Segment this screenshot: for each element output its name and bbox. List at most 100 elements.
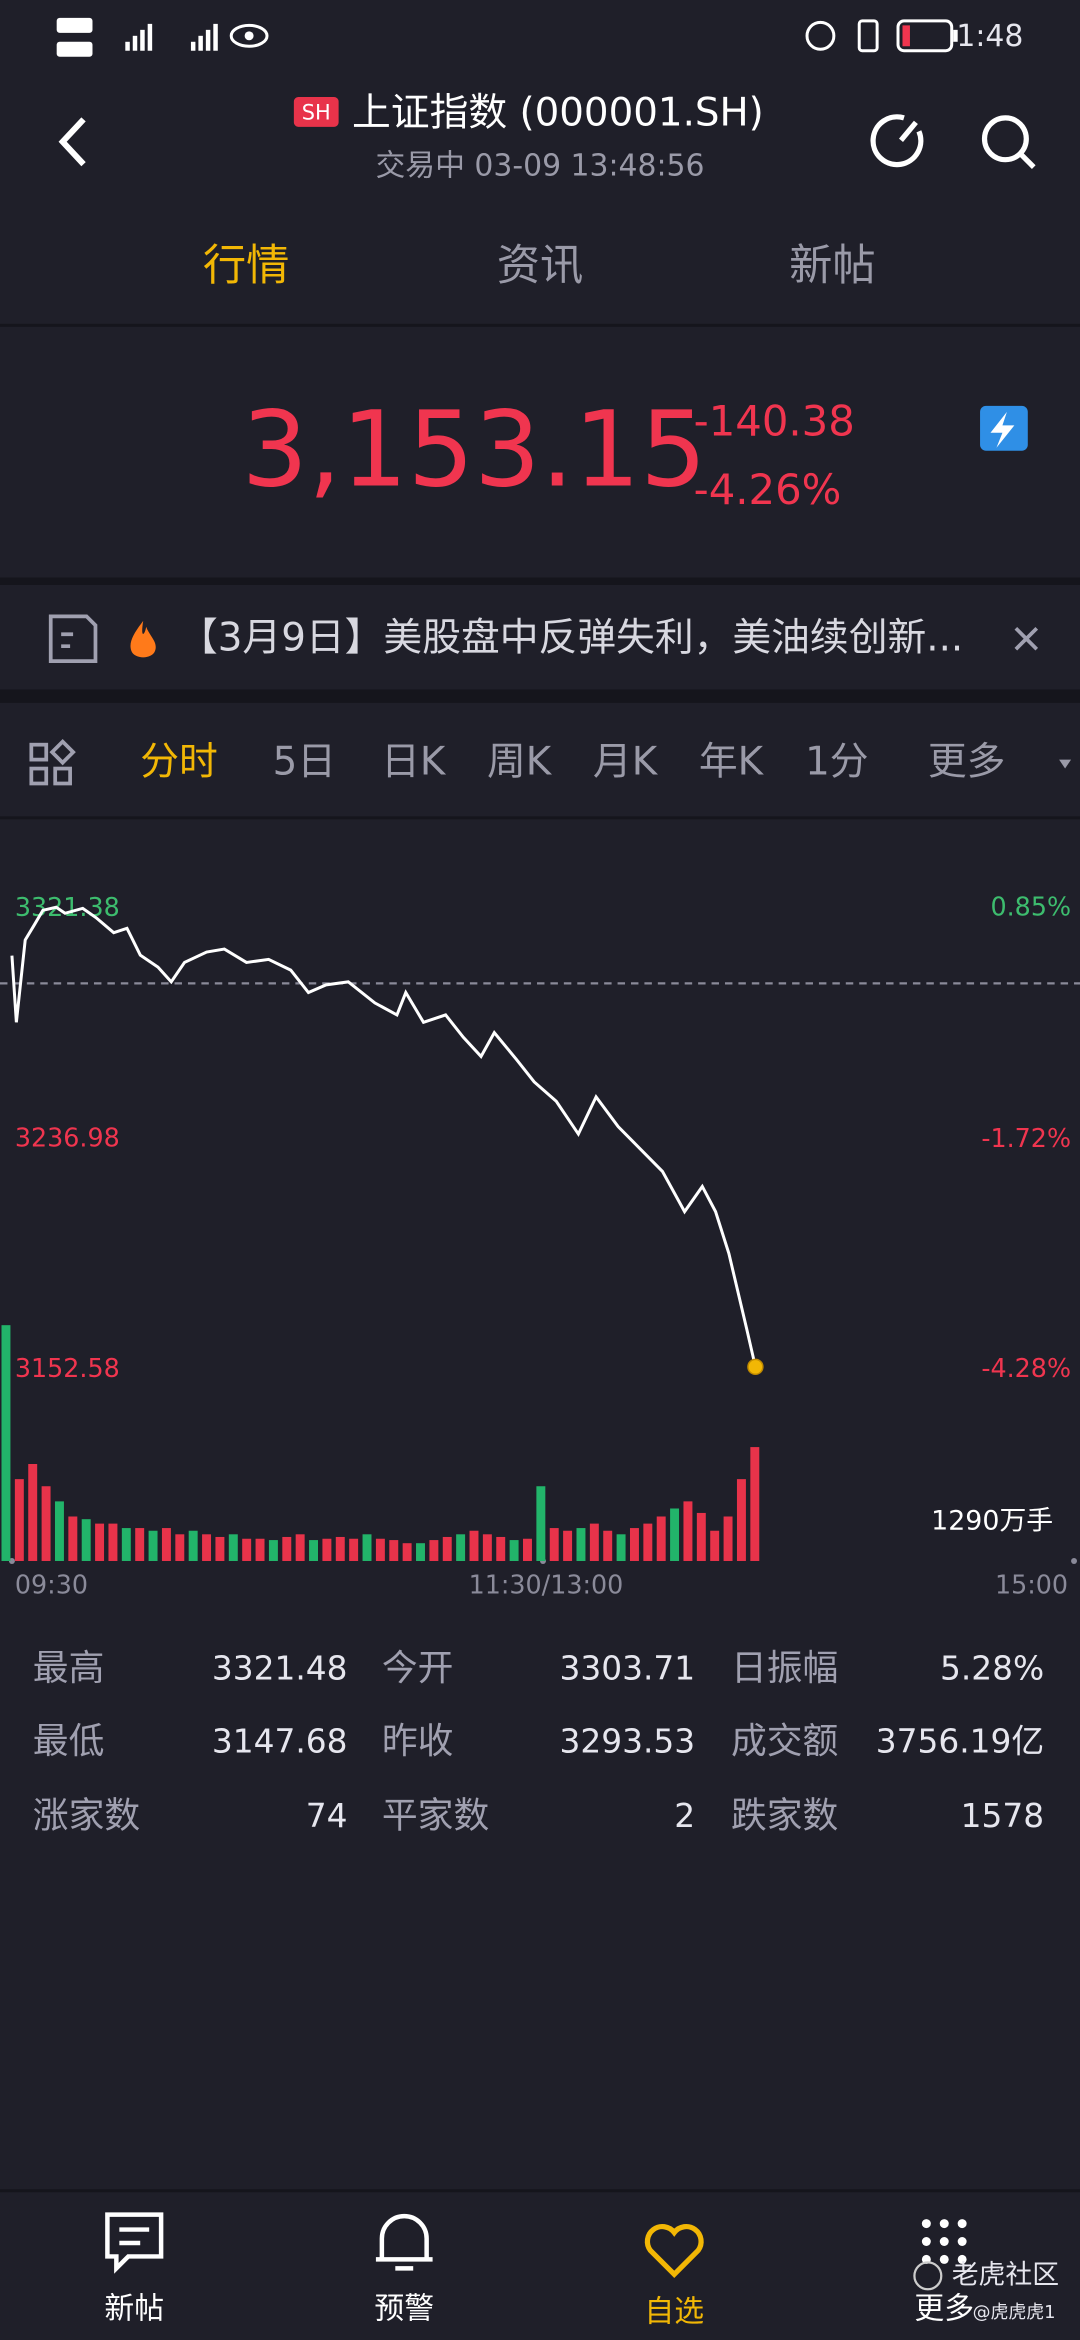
nav-icon[interactable] — [375, 2213, 433, 2271]
volume-bar — [322, 1538, 332, 1561]
chart-tab[interactable]: 更多 — [928, 740, 1006, 785]
nav-icon[interactable] — [105, 2212, 164, 2274]
volume-bar — [148, 1530, 158, 1561]
volume-bar — [375, 1538, 385, 1561]
volume-bar — [736, 1479, 746, 1561]
x-tick-label: 09:30 — [15, 1569, 88, 1599]
status-icons — [56, 17, 958, 57]
nav-icon[interactable] — [644, 2224, 704, 2279]
tab[interactable]: 资讯 — [497, 241, 583, 291]
nav-label[interactable]: 新帖 — [104, 2292, 164, 2327]
tab[interactable]: 行情 — [203, 241, 289, 291]
layout-icon[interactable] — [29, 738, 76, 786]
nav-label[interactable]: 更多 — [914, 2292, 974, 2327]
volume-bar — [603, 1530, 613, 1561]
nav-icon[interactable] — [921, 2219, 967, 2264]
stat-value: 2 — [674, 1797, 695, 1835]
tab[interactable]: 新帖 — [789, 241, 875, 291]
volume-bar — [121, 1528, 131, 1561]
news-icon — [48, 614, 98, 663]
volume-bar — [242, 1538, 252, 1561]
volume-bar — [188, 1530, 198, 1561]
volume-bar — [1, 1325, 11, 1561]
volume-bar — [696, 1512, 706, 1561]
volume-bar — [349, 1538, 359, 1561]
chart-tab[interactable]: 日K — [381, 740, 447, 785]
stat-value: 3293.53 — [559, 1723, 695, 1761]
chart-tab[interactable]: 周K — [487, 740, 553, 785]
stat-label: 最高 — [33, 1648, 105, 1689]
volume-bar — [135, 1528, 145, 1561]
volume-bar — [389, 1540, 399, 1561]
volume-bar — [255, 1538, 265, 1561]
volume-bar — [750, 1447, 760, 1561]
volume-bar — [710, 1530, 720, 1561]
volume-bar — [442, 1536, 452, 1561]
divider — [0, 816, 1080, 820]
subtitle: 交易中 03-09 13:48:56 — [375, 149, 704, 184]
divider — [0, 2189, 1080, 2193]
clock: 1:48 — [956, 19, 1023, 54]
stat-label: 昨收 — [382, 1721, 454, 1762]
search-button[interactable] — [981, 115, 1036, 169]
fire-icon — [130, 620, 156, 658]
change-pct: -4.26% — [694, 465, 842, 514]
volume-bar — [161, 1528, 171, 1561]
watermark-brand: 老虎社区 — [952, 2259, 1059, 2290]
stat-label: 平家数 — [382, 1796, 489, 1837]
refresh-button[interactable] — [870, 114, 924, 168]
y-tick-label: 3236.98 — [15, 1122, 120, 1152]
volume-bar — [723, 1516, 733, 1561]
volume-bar — [268, 1540, 278, 1561]
chart-tab[interactable]: 分时 — [140, 740, 218, 785]
volume-bar — [81, 1519, 91, 1561]
watermark-user: @虎虎虎1 — [973, 2302, 1056, 2323]
last-price-dot — [747, 1358, 764, 1376]
price: 3,153.15 — [242, 388, 707, 510]
stats: 最高 3321.48 今开 3303.71 日振幅 5.28% 最低 3147.68 昨收 329… — [33, 1648, 1044, 1837]
volume-bar — [509, 1540, 519, 1561]
stat-value: 3756.19亿 — [876, 1723, 1044, 1761]
chart-tab[interactable]: 年K — [699, 740, 765, 785]
volume-bar — [14, 1479, 24, 1561]
chart-tab[interactable]: 5日 — [273, 740, 336, 785]
close-news[interactable] — [1014, 626, 1039, 651]
dropdown-arrow[interactable] — [1059, 759, 1072, 769]
volume-bar — [549, 1528, 559, 1561]
volume-bar — [629, 1528, 639, 1561]
volume-bar — [416, 1543, 425, 1561]
volume-bar — [616, 1534, 626, 1561]
stat-label: 日振幅 — [731, 1648, 838, 1689]
y2-tick-label: 0.85% — [991, 892, 1072, 922]
market-badge: SH — [302, 100, 331, 124]
stat-value: 3321.48 — [212, 1649, 348, 1687]
volume-bar — [656, 1516, 666, 1561]
volume-bar — [41, 1486, 51, 1561]
nav-label[interactable]: 预警 — [374, 2292, 434, 2327]
volume-bar — [402, 1543, 412, 1561]
volume-label: 1290万手 — [931, 1506, 1053, 1537]
chart-tab[interactable]: 1分 — [805, 740, 868, 785]
volume-bar — [95, 1523, 105, 1561]
volume-bar — [496, 1536, 506, 1561]
volume-bar — [429, 1540, 439, 1561]
x-tick — [1071, 1558, 1078, 1564]
divider — [0, 577, 1080, 585]
back-button[interactable] — [58, 117, 86, 167]
flash-icon[interactable] — [980, 405, 1028, 451]
volume-bar — [362, 1534, 372, 1561]
nav-label[interactable]: 自选 — [644, 2295, 704, 2330]
y2-tick-label: -4.28% — [981, 1353, 1071, 1383]
chart-tab[interactable]: 月K — [593, 740, 659, 785]
volume-bar — [54, 1501, 64, 1561]
volume-bar — [536, 1486, 546, 1561]
stat-value: 1578 — [961, 1797, 1044, 1835]
stat-value: 5.28% — [940, 1649, 1044, 1687]
news-text[interactable]: 【3月9日】美股盘中反弹失利，美油续创新... — [179, 616, 963, 661]
volume-bar — [670, 1508, 680, 1561]
volume-bar — [282, 1536, 292, 1561]
volume-bar — [28, 1463, 38, 1561]
